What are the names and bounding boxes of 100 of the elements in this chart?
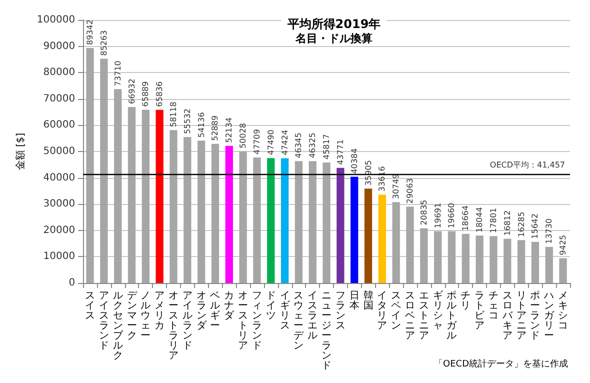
- bar: [364, 188, 372, 283]
- data-label: 66932: [127, 78, 136, 104]
- bar: [434, 231, 442, 283]
- bar: [114, 89, 122, 283]
- ref-line-label: OECD平均：41,457: [490, 160, 565, 170]
- y-tick-label: 50000: [43, 146, 76, 157]
- y-tick-label: 60000: [43, 120, 76, 131]
- data-label: 33616: [378, 166, 387, 192]
- x-tick-label: フランス: [335, 290, 346, 332]
- y-tick-label: 90000: [43, 40, 76, 52]
- data-label: 46345: [294, 132, 304, 158]
- bar: [448, 231, 456, 283]
- bar: [462, 234, 470, 283]
- x-tick-label: オーストラリア: [168, 290, 179, 362]
- x-tick-label: ニュージーランド: [322, 290, 332, 372]
- x-tick-label: リトアニア: [516, 290, 526, 342]
- x-tick-label: ラトビア: [474, 290, 486, 332]
- bar: [267, 158, 275, 283]
- x-tick-label: チリ: [460, 290, 471, 312]
- data-label: 16285: [516, 212, 526, 238]
- bar: [392, 202, 400, 283]
- bar: [322, 162, 330, 283]
- bar: [211, 144, 220, 283]
- x-tick-label: ベルギー: [210, 290, 220, 332]
- y-tick-label: 80000: [43, 67, 76, 78]
- data-label: 16812: [502, 210, 512, 236]
- bar: [294, 161, 303, 283]
- data-label: 47490: [266, 130, 276, 156]
- data-label: 54136: [196, 112, 206, 138]
- data-label: 15642: [530, 213, 540, 239]
- x-tick-label: スロバキア: [501, 290, 514, 342]
- data-label: 18664: [461, 205, 470, 231]
- data-label: 9425: [558, 234, 568, 256]
- data-label: 52134: [224, 117, 234, 143]
- data-label: 85263: [99, 30, 108, 56]
- x-tick-label: カナダ: [224, 290, 236, 322]
- x-tick-label: チェコ: [488, 290, 498, 322]
- data-label: 29063: [406, 178, 415, 204]
- x-tick-label: スペイン: [391, 290, 402, 332]
- y-tick-label: 20000: [43, 224, 76, 236]
- x-tick-label: メキシコ: [558, 290, 568, 332]
- bar: [86, 48, 94, 283]
- x-tick-label: ギリシャ: [432, 290, 443, 332]
- bar: [100, 58, 108, 283]
- bar: [476, 236, 484, 283]
- data-label: 58118: [169, 102, 178, 128]
- bar: [280, 158, 289, 283]
- data-label: 47709: [252, 129, 262, 155]
- data-label: 46325: [308, 132, 318, 158]
- x-tick-label: デンマーク: [126, 290, 138, 342]
- bar: [420, 228, 428, 283]
- data-label: 19660: [447, 202, 456, 228]
- x-tick-label: ルクセンブルク: [112, 290, 124, 362]
- x-tick-label: スイス: [85, 290, 96, 322]
- data-label: 65836: [155, 81, 164, 107]
- data-label: 19691: [433, 202, 442, 228]
- x-tick-label: 韓国: [363, 290, 374, 312]
- bar: [517, 240, 526, 283]
- bar: [336, 168, 344, 283]
- bar: [545, 246, 553, 283]
- data-label: 47424: [280, 130, 290, 156]
- data-label: 20835: [419, 200, 428, 226]
- bar: [350, 176, 358, 283]
- x-tick-label: イギリス: [280, 290, 290, 332]
- bar: [156, 110, 164, 283]
- bar: [559, 258, 567, 283]
- bar: [490, 236, 498, 283]
- x-tick-label: アメリカ: [154, 290, 165, 332]
- x-tick-label: イスラエル: [308, 290, 318, 342]
- x-tick-label: 日本: [349, 290, 360, 312]
- x-tick-label: ドイツ: [266, 290, 276, 322]
- x-tick-label: オーストリア: [238, 290, 248, 352]
- data-label: 52889: [210, 115, 220, 141]
- bar: [225, 146, 233, 283]
- x-tick-label: ハンガリー: [543, 290, 556, 342]
- y-tick-label: 0: [68, 278, 76, 288]
- data-label: 43771: [336, 139, 345, 165]
- y-tick-label: 70000: [43, 93, 76, 104]
- bar: [198, 140, 206, 283]
- data-label: 65889: [141, 81, 150, 107]
- y-tick-label: 40000: [43, 172, 76, 184]
- bar: [170, 130, 178, 283]
- bar: [239, 151, 247, 283]
- x-tick-label: イタリア: [377, 290, 388, 332]
- bar: [378, 194, 386, 283]
- x-tick-label: ポーランド: [530, 290, 540, 342]
- text: 名目・ドル換算: [294, 32, 372, 45]
- x-tick-label: スロベニア: [405, 290, 416, 342]
- x-tick-label: エストニア: [418, 290, 429, 342]
- x-tick-label: オランダ: [196, 290, 208, 332]
- data-label: 73710: [113, 60, 122, 86]
- bar: [184, 136, 192, 283]
- text: 「OECD統計データ」を基に作成: [434, 358, 568, 370]
- bar: [142, 110, 150, 283]
- x-tick-label: フィンランド: [252, 290, 262, 352]
- data-label: 55532: [182, 108, 192, 134]
- data-label: 45817: [322, 134, 332, 160]
- bar: [253, 158, 261, 283]
- y-tick-label: 30000: [43, 198, 76, 210]
- x-tick-label: アイルランド: [182, 290, 192, 352]
